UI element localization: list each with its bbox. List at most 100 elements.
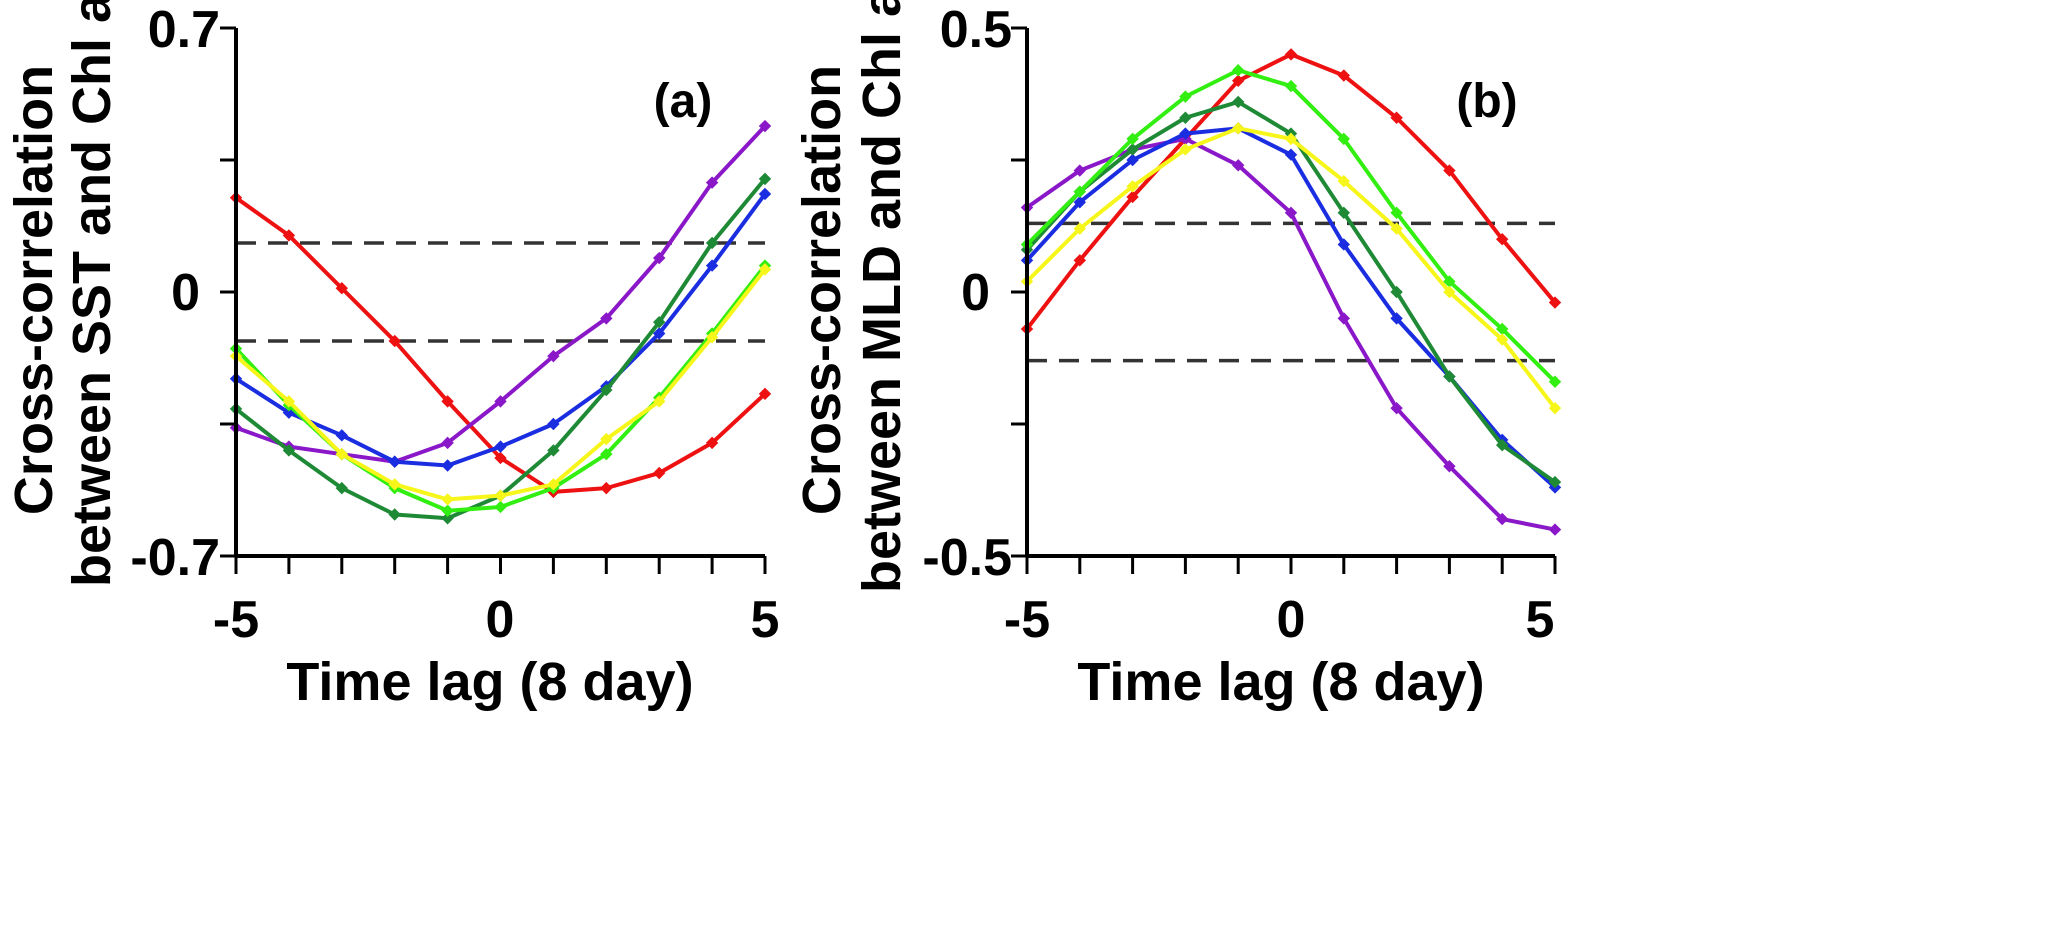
panel-a-point-purple [441, 436, 454, 450]
panel-b-point-green [1548, 475, 1562, 489]
panel-a-point-green [441, 512, 454, 525]
panel-a-plot [229, 119, 772, 525]
panel-b-point-yellow [1337, 174, 1351, 188]
panel-a-point-purple [652, 251, 666, 265]
panel-b-y-axis-title-line2: between MLD and Chl a [852, 0, 912, 593]
panel-a-point-yellow [494, 489, 507, 502]
panel-a-y-axis-title-line2: between SST and Chl a [62, 0, 122, 587]
panel-b-point-blue [1284, 148, 1298, 161]
panel-a-point-red [494, 451, 507, 465]
panel-b-point-green [1231, 95, 1245, 109]
panel-b-point-blue [1390, 312, 1403, 325]
panel-b-plot [1020, 48, 1562, 536]
panel-b-point-red [1337, 69, 1351, 82]
panel-a-point-red [335, 282, 349, 295]
panel-b-xtick-mid: 0 [1277, 591, 1306, 649]
panel-b-point-yellow [1073, 222, 1087, 235]
panel-a-point-lime [600, 447, 613, 461]
panel-b-point-yellow [1284, 132, 1298, 146]
panel-a-point-purple [600, 312, 613, 325]
panel-a-xtick-right: 5 [751, 591, 780, 649]
panel-b-ticks [1011, 26, 1557, 574]
panel-a-xtick-left: -5 [213, 591, 259, 649]
panel-a-ytick-top: 0.7 [148, 1, 220, 59]
panel-a-point-blue [652, 327, 666, 340]
panel-a-point-green [652, 315, 666, 329]
panel-b-point-yellow [1179, 143, 1192, 156]
panel-b-label: (b) [1456, 75, 1517, 128]
panel-b-ytick-top: 0.5 [940, 1, 1012, 59]
panel-b-point-red [1284, 48, 1298, 61]
panel-a-ytick-bottom: -0.7 [130, 529, 220, 587]
panel-b-point-blue [1073, 196, 1087, 209]
panel-b-point-red [1126, 190, 1139, 204]
panel-a-point-red [388, 334, 401, 348]
panel-a-point-red [705, 436, 719, 450]
panel-b-point-purple [1390, 401, 1403, 415]
panel-a-point-green [388, 508, 401, 521]
panel-b-point-yellow [1495, 333, 1509, 346]
panel-a-point-green [758, 172, 772, 186]
panel-b-point-purple [1073, 164, 1087, 177]
panel-a-point-yellow [282, 395, 296, 408]
panel-b-point-purple [1495, 512, 1509, 526]
panel-a-point-yellow [388, 478, 401, 491]
panel-a-label: (a) [654, 75, 713, 128]
panel-b-ytick-mid: 0 [961, 264, 990, 322]
panel-a-point-blue [547, 417, 560, 431]
panel-a-point-yellow [705, 331, 719, 344]
panel-a-series-yellow [234, 268, 767, 502]
panel-a-x-axis-title: Time lag (8 day) [286, 652, 693, 712]
panel-b-point-yellow [1548, 401, 1562, 415]
panel-b-point-red [1548, 296, 1562, 309]
panel-a-point-blue [758, 187, 772, 201]
panel-a-series-green [234, 177, 767, 521]
panel-b-point-purple [1337, 312, 1351, 325]
panel-a-point-yellow [758, 263, 772, 276]
panel-b-point-yellow [1443, 285, 1456, 299]
panel-b-point-red [1495, 232, 1509, 246]
panel-b-point-blue [1179, 127, 1192, 140]
panel-b-point-green [1443, 370, 1456, 383]
panel-b-point-lime [1179, 90, 1192, 103]
panel-b-point-purple [1548, 523, 1562, 536]
panel-a-point-blue [441, 459, 454, 472]
panel-a-point-red [758, 387, 772, 401]
panel-a-point-red [600, 481, 613, 495]
panel-a-point-red [282, 229, 296, 242]
panel-b-xtick-right: 5 [1526, 591, 1555, 649]
panel-a-point-blue [335, 429, 349, 442]
panel-a-point-blue [388, 455, 401, 468]
panel-a-point-blue [705, 259, 719, 272]
panel-a-point-green [705, 236, 719, 250]
panel-a-point-yellow [335, 447, 349, 461]
panel-a-point-yellow [652, 395, 666, 408]
panel-b-point-green [1390, 285, 1403, 299]
panel-b-point-lime [1337, 132, 1351, 146]
panel-b-point-lime [1126, 132, 1139, 146]
panel-b-point-blue [1337, 238, 1351, 251]
panel-b-point-lime [1548, 375, 1562, 388]
panel-a-point-green [547, 444, 560, 457]
panel-b-ytick-bottom: -0.5 [922, 529, 1012, 587]
panel-a-point-yellow [441, 493, 454, 506]
panel-a-ticks [220, 26, 767, 574]
panel-a-series-blue [234, 192, 767, 468]
panel-a-point-green [335, 481, 349, 495]
panel-a-point-purple [547, 349, 560, 363]
panel-b-point-red [1443, 164, 1456, 177]
panel-b-point-green [1337, 206, 1351, 220]
panel-b-point-purple [1231, 159, 1245, 172]
panel-a-point-lime [441, 504, 454, 517]
panel-b-series-purple [1025, 136, 1556, 532]
panel-b-point-purple [1284, 206, 1298, 220]
panel-a-point-red [652, 466, 666, 480]
panel-b-point-red [1390, 111, 1403, 124]
panel-a-ytick-mid: 0 [171, 264, 200, 322]
panel-a-point-purple [758, 119, 772, 133]
panel-b-point-green [1179, 111, 1192, 124]
panel-b: 0.5 0 -0.5 -5 0 5 Time lag (8 day) Cross… [792, 0, 1562, 712]
panel-b-point-purple [1443, 460, 1456, 473]
panel-a-series-purple [235, 124, 767, 464]
